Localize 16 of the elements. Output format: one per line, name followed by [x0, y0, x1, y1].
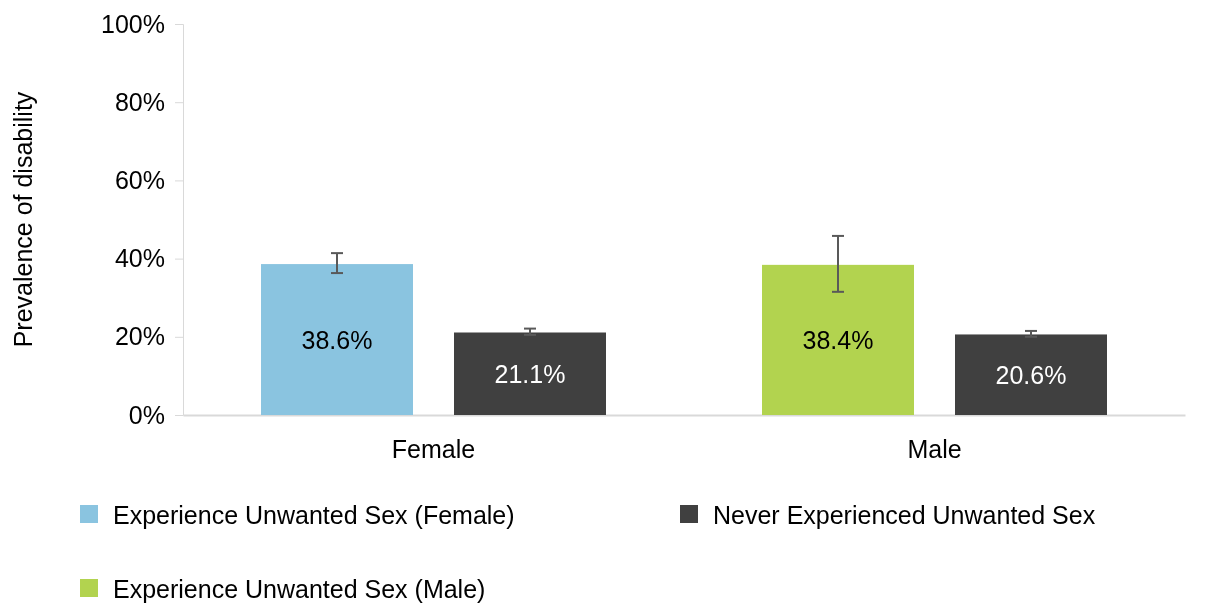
- y-axis-title: Prevalence of disability: [9, 91, 37, 348]
- y-tick-label: 20%: [114, 322, 165, 351]
- y-tick-label: 80%: [114, 87, 165, 116]
- data-label: 20.6%: [995, 360, 1067, 389]
- data-label: 21.1%: [494, 359, 566, 388]
- y-tick-label: 0%: [128, 400, 165, 429]
- x-tick-label: Male: [907, 434, 962, 463]
- data-label: 38.6%: [301, 325, 373, 354]
- y-tick-label: 40%: [114, 244, 165, 273]
- y-tick-label: 100%: [101, 9, 165, 38]
- legend-label: Experience Unwanted Sex (Female): [113, 501, 515, 529]
- data-label: 38.4%: [802, 325, 874, 354]
- legend-label: Never Experienced Unwanted Sex: [713, 501, 1096, 529]
- y-tick-label: 60%: [114, 165, 165, 194]
- legend-label: Experience Unwanted Sex (Male): [113, 575, 486, 603]
- x-tick-label: Female: [391, 434, 476, 463]
